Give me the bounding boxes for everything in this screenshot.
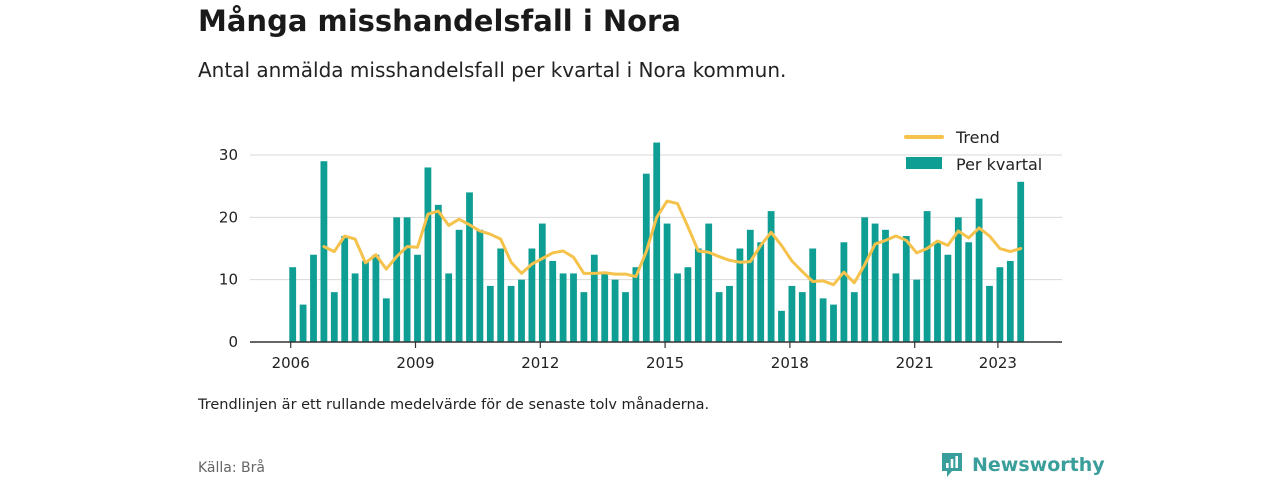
bar bbox=[850, 292, 858, 342]
bar bbox=[403, 217, 411, 342]
bar bbox=[362, 260, 369, 342]
y-tick-label: 20 bbox=[219, 208, 238, 226]
y-tick-label: 10 bbox=[219, 271, 238, 289]
bar bbox=[393, 217, 401, 342]
bar bbox=[757, 242, 765, 342]
bar bbox=[570, 273, 577, 342]
bar bbox=[944, 254, 952, 342]
bar bbox=[497, 248, 505, 342]
x-tick-label: 2009 bbox=[396, 354, 434, 372]
bar bbox=[965, 242, 973, 342]
chart-note: Trendlinjen är ett rullande medelvärde f… bbox=[198, 397, 710, 413]
bar bbox=[580, 292, 588, 342]
bar bbox=[996, 267, 1004, 342]
bar bbox=[715, 292, 723, 342]
bar bbox=[861, 217, 869, 342]
bar bbox=[372, 254, 380, 342]
bar bbox=[351, 273, 359, 342]
bar bbox=[341, 236, 349, 342]
bar bbox=[767, 211, 775, 342]
bar bbox=[882, 229, 889, 342]
bar bbox=[986, 285, 993, 342]
bar bbox=[299, 304, 307, 342]
bar bbox=[434, 204, 442, 342]
bar bbox=[642, 173, 650, 342]
newsworthy-icon bbox=[942, 453, 962, 477]
source-label: Källa: Brå bbox=[198, 460, 265, 476]
bar bbox=[674, 273, 681, 342]
bar bbox=[798, 292, 806, 342]
bar bbox=[424, 167, 432, 342]
legend-bar-label: Per kvartal bbox=[956, 155, 1042, 174]
bar bbox=[445, 273, 453, 342]
bar bbox=[902, 236, 910, 342]
legend: Trend Per kvartal bbox=[904, 128, 1042, 174]
bar bbox=[476, 229, 484, 342]
x-tick-label: 2012 bbox=[521, 354, 559, 372]
y-tick-label: 30 bbox=[219, 146, 238, 164]
bar bbox=[746, 229, 754, 342]
legend-bar-swatch bbox=[906, 157, 942, 169]
trend-line bbox=[322, 199, 1023, 287]
x-tick-label: 2023 bbox=[979, 354, 1017, 372]
bar bbox=[414, 254, 421, 342]
axis-layer: 2006 2009 2012 2015 2018 2021 2023 bbox=[250, 341, 1062, 372]
x-tick-label: 2021 bbox=[896, 354, 934, 372]
bar bbox=[632, 267, 640, 342]
bar bbox=[455, 229, 463, 342]
bar bbox=[954, 217, 962, 342]
bar bbox=[289, 267, 297, 342]
bar bbox=[538, 223, 546, 342]
bar bbox=[330, 292, 338, 342]
bar bbox=[726, 285, 733, 342]
bar bbox=[310, 254, 317, 342]
bar bbox=[975, 198, 983, 342]
bar bbox=[622, 292, 629, 342]
x-tick-label: 2018 bbox=[771, 354, 809, 372]
bar bbox=[507, 285, 515, 342]
bar bbox=[1017, 181, 1025, 342]
x-tick-label: 2006 bbox=[272, 354, 310, 372]
bar bbox=[778, 310, 785, 342]
bar bbox=[694, 248, 702, 342]
bar bbox=[601, 273, 609, 342]
brand-logo[interactable]: Newsworthy bbox=[940, 451, 1105, 479]
bar bbox=[518, 279, 525, 342]
bar bbox=[809, 248, 817, 342]
chart-subtitle: Antal anmälda misshandelsfall per kvarta… bbox=[198, 58, 787, 82]
x-tick-label: 2015 bbox=[646, 354, 684, 372]
bar bbox=[871, 223, 879, 342]
bar bbox=[663, 223, 671, 342]
bar bbox=[549, 260, 557, 342]
bar bbox=[892, 273, 900, 342]
bar bbox=[788, 285, 796, 342]
chart-title: Många misshandelsfall i Nora bbox=[198, 4, 681, 38]
bar bbox=[559, 273, 567, 342]
bar bbox=[684, 267, 692, 342]
y-tick-label: 0 bbox=[228, 333, 238, 351]
bar bbox=[382, 298, 390, 342]
bar bbox=[611, 279, 619, 342]
trend-line-layer bbox=[322, 199, 1023, 287]
bar bbox=[819, 298, 827, 342]
bar bbox=[590, 254, 598, 342]
bar bbox=[486, 285, 494, 342]
bar bbox=[923, 211, 931, 342]
bar bbox=[840, 242, 848, 342]
legend-trend-label: Trend bbox=[955, 128, 1000, 147]
bar bbox=[913, 279, 921, 342]
bar bbox=[653, 142, 661, 342]
bar bbox=[466, 192, 473, 342]
bar bbox=[528, 248, 536, 342]
brand-name: Newsworthy bbox=[972, 454, 1105, 476]
bar bbox=[320, 161, 328, 342]
bar bbox=[705, 223, 713, 342]
bar bbox=[1006, 260, 1014, 342]
bar bbox=[736, 248, 744, 342]
bar bbox=[934, 242, 941, 342]
bar-layer bbox=[289, 142, 1025, 342]
bar bbox=[830, 304, 837, 342]
